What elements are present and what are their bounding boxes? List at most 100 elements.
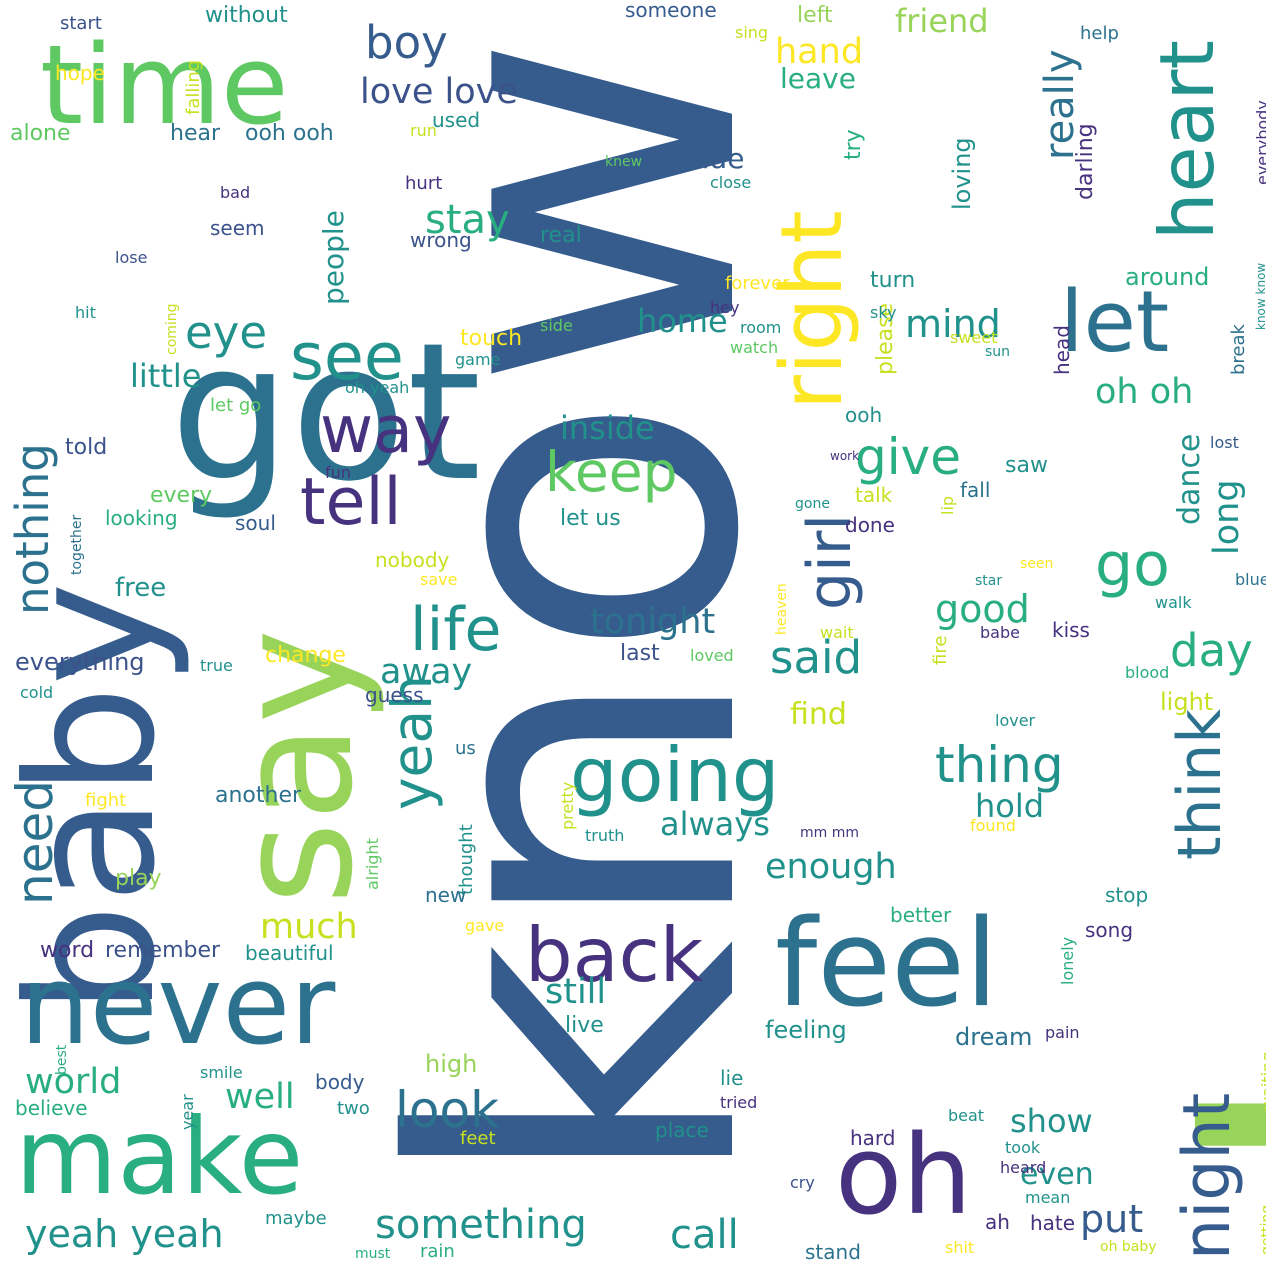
word-sky: sky bbox=[870, 303, 897, 322]
word-home: home bbox=[637, 302, 728, 340]
word-tonight: tonight bbox=[590, 602, 716, 642]
word-us: us bbox=[455, 738, 476, 759]
word-live: live bbox=[565, 1013, 604, 1038]
word-tell: tell bbox=[300, 465, 402, 540]
word-hand: hand bbox=[775, 32, 864, 72]
word-show: show bbox=[1010, 1102, 1093, 1140]
word-oh-yeah: oh yeah bbox=[345, 378, 410, 397]
word-knew: knew bbox=[605, 154, 643, 170]
word-best: best bbox=[54, 1044, 70, 1075]
word-nobody: nobody bbox=[375, 548, 450, 572]
word-back: back bbox=[525, 911, 704, 999]
word-told: told bbox=[65, 435, 108, 460]
word-enough: enough bbox=[765, 847, 897, 887]
word-long: long bbox=[1207, 479, 1247, 555]
word-beat: beat bbox=[948, 1106, 985, 1125]
word-alone: alone bbox=[10, 121, 71, 146]
word-every: every bbox=[150, 483, 213, 508]
word-lover: lover bbox=[995, 711, 1036, 730]
word-run: run bbox=[410, 121, 437, 140]
word-sun: sun bbox=[985, 344, 1011, 360]
word-people: people bbox=[317, 210, 350, 305]
word-night: night bbox=[1170, 1092, 1245, 1260]
word-song: song bbox=[1085, 918, 1134, 942]
word-oh: oh bbox=[835, 1111, 973, 1239]
word-heart: heart bbox=[1143, 40, 1231, 240]
word-head: head bbox=[1050, 325, 1074, 375]
word-remember: remember bbox=[105, 938, 221, 963]
word-play: play bbox=[115, 866, 162, 891]
word-see: see bbox=[290, 320, 404, 395]
word-maybe: maybe bbox=[265, 1208, 327, 1229]
word-lonely: lonely bbox=[1058, 936, 1077, 985]
word-life: life bbox=[410, 595, 502, 665]
word-even: even bbox=[1020, 1157, 1094, 1192]
word-loving: loving bbox=[948, 137, 976, 210]
word-good: good bbox=[935, 587, 1030, 631]
word-lip: lip bbox=[938, 495, 957, 515]
word-new: new bbox=[425, 883, 467, 907]
word-fall: fall bbox=[960, 478, 991, 502]
word-falling: falling bbox=[183, 59, 204, 115]
word-year: year bbox=[178, 1094, 197, 1130]
word-oh-oh: oh oh bbox=[1095, 372, 1194, 412]
word-done: done bbox=[845, 513, 895, 537]
word-hurt: hurt bbox=[405, 173, 443, 194]
word-stand: stand bbox=[805, 1240, 861, 1264]
word-coming: coming bbox=[164, 303, 180, 355]
word-must: must bbox=[355, 1246, 391, 1262]
word-give: give bbox=[855, 428, 961, 486]
word-believe: believe bbox=[15, 1096, 88, 1120]
word-seem: seem bbox=[210, 216, 265, 240]
word-found: found bbox=[970, 816, 1016, 835]
word-without: without bbox=[205, 3, 288, 28]
word-lie: lie bbox=[720, 1066, 744, 1090]
word-used: used bbox=[432, 108, 481, 132]
word-around: around bbox=[1125, 263, 1210, 291]
word-let: let bbox=[1060, 273, 1170, 372]
word-touch: touch bbox=[460, 326, 523, 351]
word-mind: mind bbox=[905, 302, 1001, 346]
word-pretty: pretty bbox=[558, 781, 577, 830]
word-away: away bbox=[380, 652, 473, 692]
word-day: day bbox=[1170, 624, 1253, 677]
word-gave: gave bbox=[465, 916, 505, 935]
word-walk: walk bbox=[1155, 593, 1192, 612]
word-high: high bbox=[425, 1050, 478, 1078]
word-way: way bbox=[320, 393, 452, 468]
word-word: word bbox=[40, 938, 95, 963]
word-forever: forever bbox=[725, 273, 790, 294]
word-light: light bbox=[1160, 688, 1214, 716]
word-mean: mean bbox=[1025, 1188, 1071, 1207]
word-place: place bbox=[655, 1118, 709, 1142]
word-thing: thing bbox=[935, 736, 1064, 794]
word-eye: eye bbox=[185, 306, 268, 359]
word-change: change bbox=[265, 643, 346, 668]
word-stop: stop bbox=[1105, 883, 1149, 907]
word-hey: hey bbox=[710, 298, 740, 317]
word-another: another bbox=[215, 783, 302, 808]
word-kiss: kiss bbox=[1052, 618, 1090, 642]
word-soul: soul bbox=[235, 511, 276, 535]
word-something: something bbox=[375, 1202, 587, 1248]
word-boy: boy bbox=[365, 16, 448, 69]
word-time: time bbox=[40, 21, 289, 149]
word-know-know: know know bbox=[1254, 262, 1266, 330]
word-ooh: ooh bbox=[845, 403, 883, 427]
word-never: never bbox=[20, 941, 336, 1069]
word-ooh-ooh: ooh ooh bbox=[245, 121, 334, 146]
word-well: well bbox=[225, 1077, 295, 1117]
word-friend: friend bbox=[895, 2, 989, 40]
word-shit: shit bbox=[945, 1238, 975, 1257]
word-side: side bbox=[540, 316, 573, 335]
word-took: took bbox=[1005, 1138, 1041, 1157]
word-real: real bbox=[540, 223, 582, 248]
word-let-go: let go bbox=[210, 395, 262, 416]
word-beautiful: beautiful bbox=[245, 941, 334, 965]
word-seen: seen bbox=[1020, 556, 1054, 572]
word-oh-baby: oh baby bbox=[1100, 1239, 1157, 1255]
word-let-us: let us bbox=[560, 506, 621, 531]
word-someone: someone bbox=[625, 0, 717, 22]
word-two: two bbox=[337, 1098, 370, 1119]
